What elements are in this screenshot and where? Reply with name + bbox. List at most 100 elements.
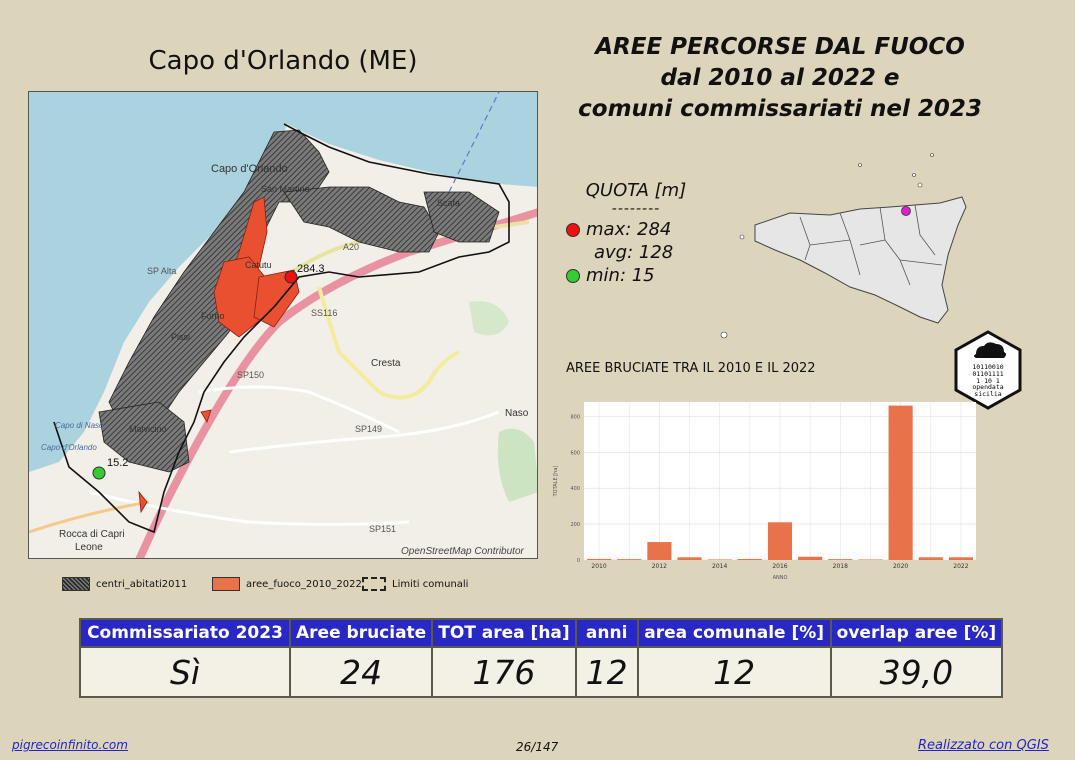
sicily-shape: [754, 196, 967, 324]
header-overlap: overlap aree [%]: [829, 618, 1004, 648]
value-tot-area: 176: [431, 646, 577, 698]
label-catutu: Catutu: [245, 260, 272, 270]
label-sp150: SP150: [237, 370, 264, 380]
badge-line1: 10110010: [972, 363, 1003, 371]
min-elevation-point: [92, 466, 106, 480]
badge-line2: 01101111: [972, 370, 1003, 378]
label-pissi: Pissi: [171, 332, 190, 342]
quota-separator: --------: [611, 201, 661, 217]
cloud-icon: [974, 342, 1006, 358]
main-title-line3: comuni commissariati nel 2023: [578, 96, 982, 122]
header-commissariato: Commissariato 2023: [79, 618, 291, 648]
y-axis-label: TOTALE [ha]: [553, 466, 559, 498]
value-commissariato: Sì: [79, 646, 291, 698]
label-forno: Forno: [201, 311, 225, 321]
label-sp151: SP151: [369, 524, 396, 534]
main-title-line2: dal 2010 al 2022 e: [660, 65, 900, 91]
histogram-canvas: 2010 2012 2014 2016 2018 2020 2022 0 200 400 600 8…: [553, 402, 976, 581]
quota-avg: avg: 128: [594, 242, 674, 263]
municipality-map[interactable]: Capo d'Orlando San Martino Scafa Catutu …: [28, 91, 538, 559]
summary-table: Commissariato 2023 Aree bruciate TOT are…: [79, 618, 1004, 698]
value-aree-bruciate: 24: [288, 646, 434, 698]
bar-2020: [888, 405, 913, 560]
label-rocca-di-capri: Rocca di Capri: [59, 529, 125, 540]
header-area-comunale: area comunale [%]: [636, 618, 832, 648]
sicily-canvas: [720, 153, 967, 339]
bar-2021: [918, 557, 943, 560]
header-tot-area: TOT area [ha]: [431, 618, 577, 648]
label-ss116: SS116: [311, 308, 337, 318]
island-dot: [858, 163, 862, 167]
quota-title: QUOTA [m]: [585, 180, 687, 201]
bar-2010: [587, 558, 612, 560]
value-anni: 12: [574, 646, 639, 698]
x-tick-label: 2016: [772, 563, 787, 570]
bar-2017: [798, 556, 823, 560]
legend-urban-label: centri_abitati2011: [96, 578, 188, 590]
island-dot: [720, 331, 728, 339]
island-dot: [912, 173, 916, 177]
histogram-title: AREE BRUCIATE TRA IL 2010 E IL 2022: [566, 361, 816, 376]
x-tick-label: 2022: [953, 563, 968, 570]
summary-value-row: Sì 24 176 12 12 39,0: [79, 646, 1004, 698]
road-local: [29, 500, 150, 534]
badge-line4: opendata: [972, 383, 1003, 391]
header-aree-bruciate: Aree bruciate: [288, 618, 434, 648]
label-leone: Leone: [75, 542, 103, 553]
bar-2022: [948, 557, 973, 560]
limits-swatch-icon: [362, 577, 386, 591]
quota-min: min: 15: [586, 265, 655, 286]
urban-area-scafa: [423, 191, 500, 243]
label-sp-alta: SP Alta: [147, 266, 176, 276]
badge-line3: 1 10 1: [976, 377, 1000, 385]
quota-min-row: min: 15: [566, 265, 706, 286]
max-dot-icon: [566, 222, 580, 237]
label-malvicino: Malvicino: [129, 424, 167, 434]
label-san-martino: San Martino: [261, 184, 310, 194]
quota-avg-row: avg: 128: [566, 242, 706, 263]
summary-header-row: Commissariato 2023 Aree bruciate TOT are…: [79, 618, 1004, 648]
label-naso: Naso: [505, 408, 529, 419]
bar-2016: [767, 522, 793, 560]
opendata-sicilia-badge: 10110010 01101111 1 10 1 opendata sicili…: [952, 330, 1024, 410]
label-capo-di-naso: Capo di Naso: [55, 421, 104, 430]
label-capo-dorlando: Capo d'Orlando: [211, 163, 288, 175]
label-a20: A20: [343, 242, 359, 252]
sea-area: [29, 92, 537, 472]
urban-area-malvicino: [98, 401, 190, 473]
header-anni: anni: [574, 618, 639, 648]
bar-2014: [707, 559, 732, 560]
x-axis-label: ANNO: [773, 575, 788, 581]
label-cresta: Cresta: [371, 358, 401, 369]
bar-2019: [858, 559, 883, 560]
island-dot: [917, 182, 923, 188]
legend-item-limits: Limiti comunali: [362, 577, 468, 591]
x-tick-label: 2014: [712, 563, 727, 570]
y-tick-label: 0: [577, 558, 580, 564]
quota-max: max: 284: [586, 219, 672, 240]
value-overlap: 39,0: [829, 646, 1004, 698]
quota-legend: QUOTA [m] -------- max: 284 avg: 128 min…: [566, 180, 706, 286]
x-tick-label: 2020: [893, 563, 908, 570]
badge-hexagon: 10110010 01101111 1 10 1 opendata sicili…: [954, 330, 1022, 410]
main-title: AREE PERCORSE DAL FUOCO dal 2010 al 2022…: [560, 32, 1000, 125]
island-dot: [739, 234, 745, 240]
footer-qgis-link[interactable]: Realizzato con QGIS: [918, 738, 1049, 753]
bar-2012: [647, 542, 672, 560]
quota-max-row: max: 284: [566, 219, 706, 240]
burned-area: [138, 490, 148, 514]
legend-item-fire: aree_fuoco_2010_2022: [212, 577, 362, 591]
map-canvas: Capo d'Orlando San Martino Scafa Catutu …: [29, 92, 537, 558]
location-marker: [901, 206, 911, 216]
footer-site-link[interactable]: pigrecoinfinito.com: [12, 738, 128, 752]
bar-2018: [828, 559, 853, 560]
municipality-title: Capo d'Orlando (ME): [148, 46, 418, 76]
label-scafa: Scafa: [437, 198, 460, 208]
y-tick-label: 200: [570, 522, 580, 528]
footer-page-number: 26/147: [516, 740, 559, 754]
legend-item-urban: centri_abitati2011: [62, 577, 187, 591]
main-title-line1: AREE PERCORSE DAL FUOCO: [595, 34, 965, 60]
ferry-line: [448, 92, 500, 193]
min-dot-icon: [566, 268, 580, 283]
green-area: [497, 428, 537, 502]
